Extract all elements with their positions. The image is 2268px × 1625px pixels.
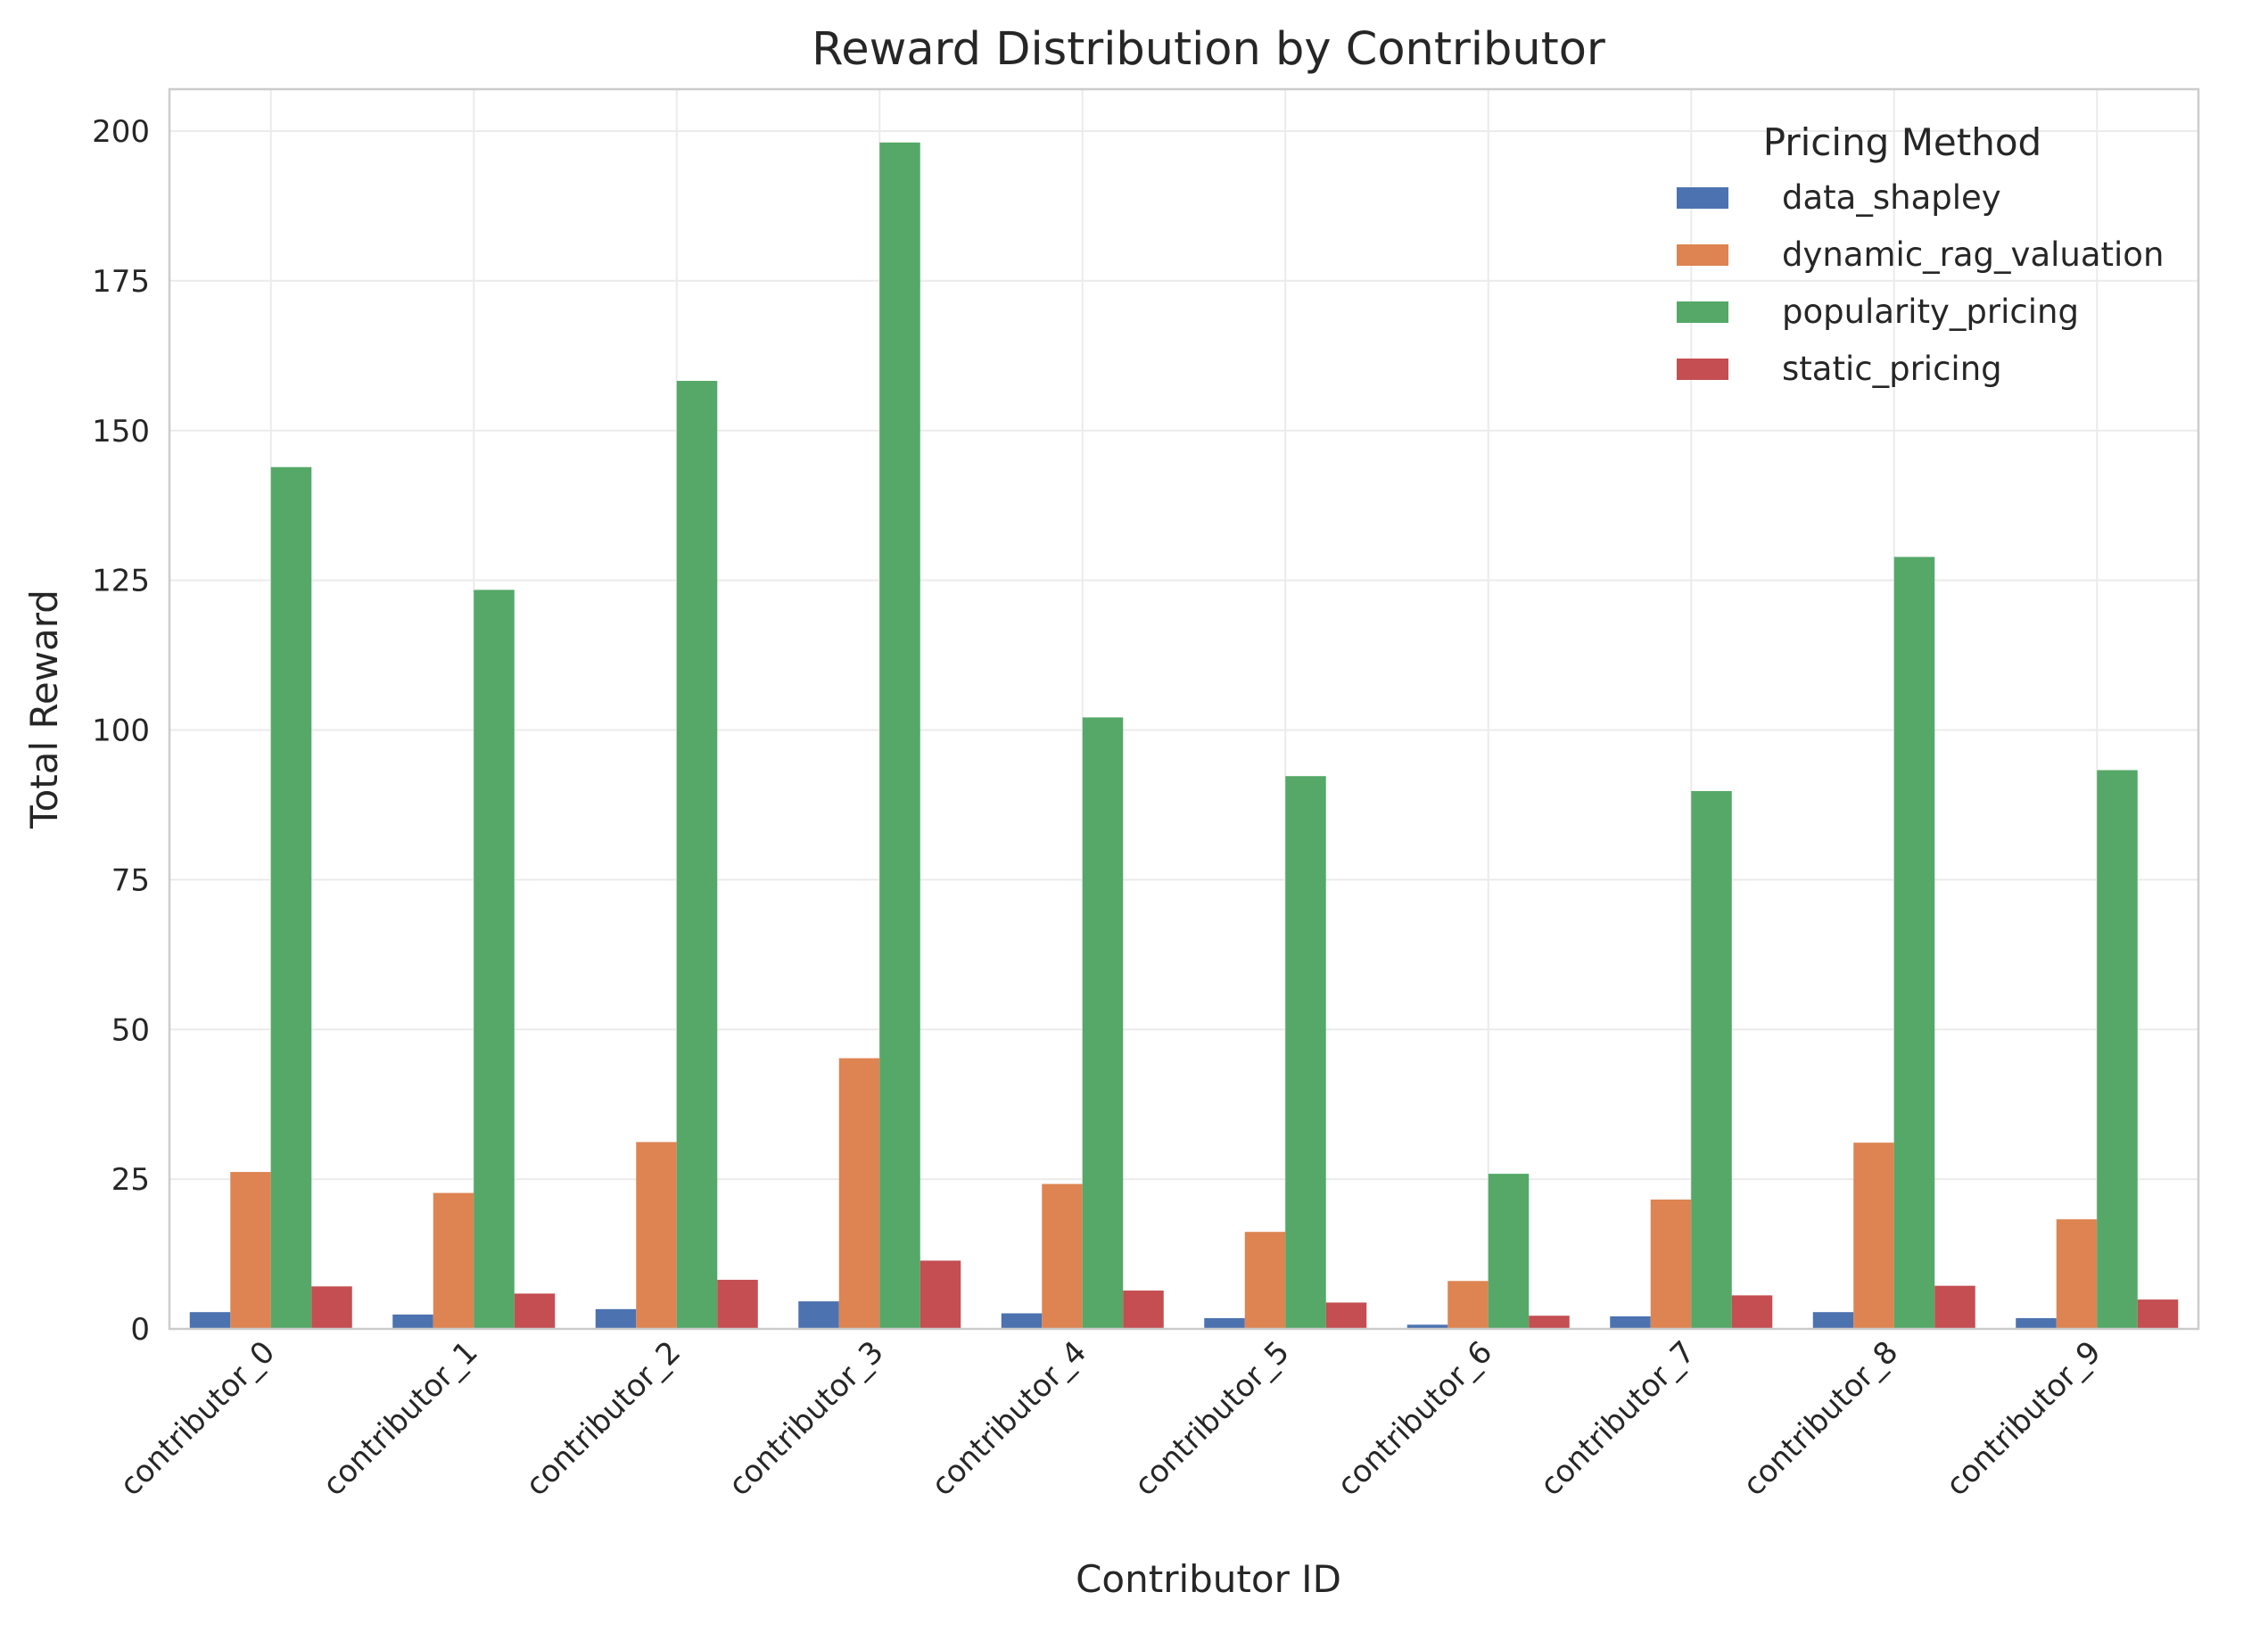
y-axis-label: Total Reward [22,590,66,829]
bar-static_pricing-contributor_7 [1731,1295,1773,1329]
bar-popularity_pricing-contributor_4 [1082,717,1124,1329]
bar-data_shapley-contributor_0 [189,1312,231,1329]
bar-popularity_pricing-contributor_9 [2097,770,2138,1329]
bar-popularity_pricing-contributor_6 [1488,1174,1530,1329]
x-axis-label: Contributor ID [1076,1557,1341,1601]
x-tick-label: contributor_8 [1736,1334,1905,1503]
bar-data_shapley-contributor_8 [1812,1312,1854,1329]
x-tick-label: contributor_9 [1939,1334,2107,1503]
bar-dynamic_rag_valuation-contributor_0 [230,1172,271,1329]
bar-popularity_pricing-contributor_2 [676,381,718,1330]
plot-frame [168,87,2200,1331]
bar-data_shapley-contributor_1 [392,1314,433,1329]
bar-static_pricing-contributor_9 [2137,1299,2179,1329]
bar-data_shapley-contributor_6 [1406,1324,1448,1329]
x-axis-ticks: contributor_0 contributor_1 contributor_2 c… [113,1334,2108,1503]
legend-label-dynamic_rag_valuation: dynamic_rag_valuation [1782,235,2164,274]
bar-static_pricing-contributor_0 [311,1286,352,1329]
bar-static_pricing-contributor_8 [1934,1285,1975,1329]
bar-dynamic_rag_valuation-contributor_9 [2056,1219,2098,1329]
bar-data_shapley-contributor_9 [2016,1317,2057,1329]
bar-static_pricing-contributor_2 [717,1279,758,1329]
legend-swatch-data_shapley [1677,187,1728,209]
x-tick-label: contributor_6 [1331,1334,1499,1503]
x-tick-label: contributor_1 [316,1334,484,1503]
bar-dynamic_rag_valuation-contributor_7 [1650,1199,1692,1329]
x-tick-label: contributor_2 [519,1334,688,1503]
legend-swatch-dynamic_rag_valuation [1677,244,1728,266]
bar-dynamic_rag_valuation-contributor_8 [1853,1142,1894,1329]
bar-data_shapley-contributor_5 [1204,1317,1245,1329]
y-tick-label: 75 [111,862,150,898]
x-tick-label: contributor_5 [1127,1334,1296,1503]
bar-popularity_pricing-contributor_5 [1285,776,1326,1329]
bar-data_shapley-contributor_7 [1610,1316,1651,1329]
bar-popularity_pricing-contributor_7 [1691,790,1732,1329]
legend-label-static_pricing: static_pricing [1782,350,2002,388]
y-tick-label: 50 [111,1012,150,1048]
y-tick-label: 25 [111,1162,150,1198]
bar-static_pricing-contributor_6 [1529,1316,1570,1329]
bar-popularity_pricing-contributor_3 [879,142,920,1329]
chart-title: Reward Distribution by Contributor [812,23,1605,76]
bar-data_shapley-contributor_4 [1001,1313,1043,1329]
bar-popularity_pricing-contributor_1 [474,590,515,1329]
y-tick-label: 125 [92,564,150,599]
bar-dynamic_rag_valuation-contributor_3 [838,1058,880,1329]
x-tick-label: contributor_4 [925,1334,1093,1503]
bar-popularity_pricing-contributor_0 [270,466,312,1329]
legend-title: Pricing Method [1763,120,2041,164]
bar-data_shapley-contributor_3 [798,1301,839,1329]
bar-dynamic_rag_valuation-contributor_4 [1042,1184,1083,1329]
bar-dynamic_rag_valuation-contributor_6 [1447,1281,1489,1329]
x-tick-label: contributor_3 [722,1334,890,1503]
x-tick-label: contributor_7 [1533,1334,1702,1503]
legend-label-popularity_pricing: popularity_pricing [1782,293,2079,331]
legend-label-data_shapley: data_shapley [1782,178,2001,217]
bar-static_pricing-contributor_5 [1325,1302,1367,1329]
bar-dynamic_rag_valuation-contributor_5 [1244,1232,1286,1329]
bars [189,142,2179,1330]
y-tick-label: 0 [130,1312,150,1348]
bar-static_pricing-contributor_3 [920,1260,961,1329]
bar-dynamic_rag_valuation-contributor_2 [636,1142,677,1329]
bar-dynamic_rag_valuation-contributor_1 [433,1192,474,1329]
y-axis-ticks: 0 25 50 75 100 125 150 175 200 [92,114,150,1348]
y-tick-label: 175 [92,264,150,300]
bar-static_pricing-contributor_1 [514,1293,556,1329]
legend-swatch-static_pricing [1677,359,1728,380]
bar-popularity_pricing-contributor_8 [1893,557,1935,1329]
y-tick-label: 200 [92,114,150,150]
x-tick-label: contributor_0 [113,1334,282,1503]
y-tick-label: 100 [92,714,150,749]
legend-swatch-popularity_pricing [1677,301,1728,323]
y-tick-label: 150 [92,414,150,450]
bar-static_pricing-contributor_4 [1123,1291,1164,1329]
legend: Pricing Method data_shapley dynamic_rag_v… [1677,120,2164,388]
bar-data_shapley-contributor_2 [595,1308,637,1329]
